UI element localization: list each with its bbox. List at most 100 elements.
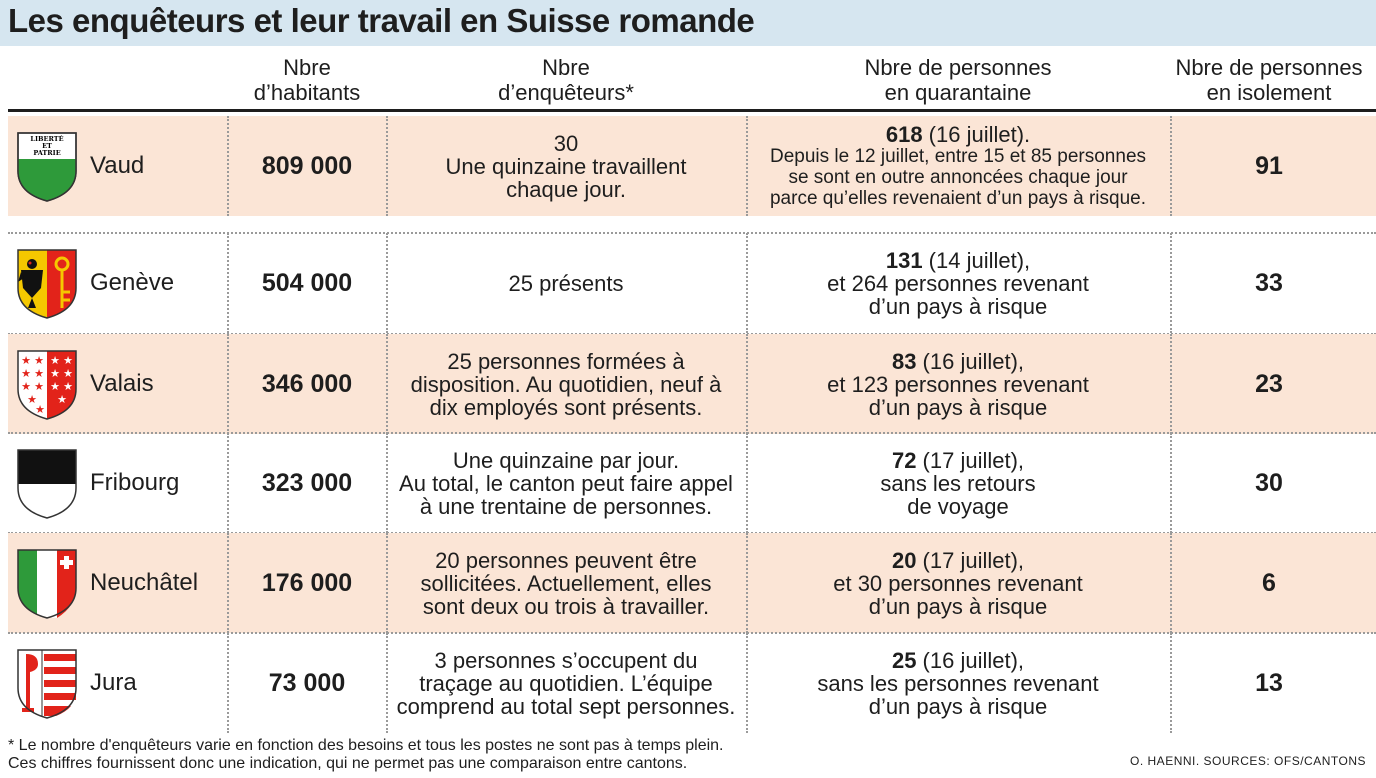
enqueteurs-line: traçage au quotidien. L’équipe [419, 670, 713, 696]
enqueteurs-cell: 3 personnes s’occupent du traçage au quot… [386, 633, 746, 733]
svg-text:★: ★ [27, 393, 37, 406]
habitants-value: 73 000 [268, 668, 346, 697]
enqueteurs-line: dix employés sont présents. [429, 394, 703, 420]
habitants-value: 504 000 [261, 268, 353, 297]
enqueteurs-line: sollicitées. Actuellement, elles [420, 570, 712, 596]
quarantaine-cell: 25 (16 juillet), sans les personnes reven… [746, 633, 1170, 733]
enqueteurs-cell: 20 personnes peuvent être sollicitées. Ac… [386, 533, 746, 633]
svg-text:★: ★ [63, 380, 73, 393]
enqueteurs-line: Au total, le canton peut faire appel [399, 470, 733, 496]
quarantaine-date: (16 juillet), [916, 647, 1025, 673]
quarantaine-detail: d’un pays à risque [868, 693, 1048, 719]
isolement-value: 23 [1255, 369, 1283, 398]
quarantaine-detail: Depuis le 12 juillet, entre 15 et 85 per… [769, 146, 1147, 167]
header-quarantaine: Nbre de personnes en quarantaine [864, 55, 1052, 105]
svg-text:★: ★ [34, 354, 44, 367]
neuchatel-coat-of-arms-icon [17, 549, 77, 619]
canton-name: Vaud [90, 152, 145, 179]
table-row: Neuchâtel 176 000 20 personnes peuvent ê… [8, 533, 1376, 633]
quarantaine-detail: se sont en outre annoncées chaque jour [788, 167, 1128, 188]
quarantaine-detail: d’un pays à risque [868, 394, 1048, 420]
vaud-motto-line: ET [42, 142, 52, 150]
source-credit: O. HAENNI. SOURCES: OFS/CANTONS [1130, 754, 1366, 768]
svg-text:★: ★ [63, 354, 73, 367]
svg-text:★: ★ [50, 367, 60, 380]
header-enqueteurs: Nbre d’enquêteurs* [498, 55, 634, 105]
quarantaine-cell: 83 (16 juillet), et 123 personnes revenan… [746, 334, 1170, 434]
quarantaine-cell: 20 (17 juillet), et 30 personnes revenant… [746, 533, 1170, 633]
enqueteurs-cell: 30 Une quinzaine travaillent chaque jour. [386, 116, 746, 216]
quarantaine-date: (17 juillet), [916, 547, 1025, 573]
quarantaine-cell: 618 (16 juillet). Depuis le 12 juillet, … [746, 116, 1170, 216]
enqueteurs-cell: Une quinzaine par jour. Au total, le cant… [386, 433, 746, 533]
quarantaine-detail: sans les retours [880, 470, 1036, 496]
footnote: * Le nombre d'enquêteurs varie en foncti… [8, 737, 724, 772]
table-row: Fribourg 323 000 Une quinzaine par jour.… [8, 433, 1376, 533]
quarantaine-detail: et 264 personnes revenant [827, 270, 1089, 296]
quarantaine-detail: et 123 personnes revenant [827, 371, 1089, 397]
quarantaine-date: (16 juillet), [916, 348, 1025, 374]
header-isolement: Nbre de personnes en isolement [1175, 55, 1363, 105]
vaud-coat-of-arms-icon: LIBERTÉ ET PATRIE [17, 132, 77, 202]
header-habitants: Nbre d’habitants [253, 55, 361, 105]
table-row: Genève 504 000 25 présents 131 (14 juill… [8, 233, 1376, 333]
quarantaine-cell: 72 (17 juillet), sans les retours de voyag… [746, 433, 1170, 533]
enqueteurs-cell: 25 présents [386, 233, 746, 333]
quarantaine-detail: de voyage [907, 493, 1009, 519]
svg-text:★: ★ [34, 367, 44, 380]
quarantaine-count: 83 [891, 348, 917, 374]
isolement-value: 6 [1262, 568, 1276, 597]
svg-text:★: ★ [34, 380, 44, 393]
quarantaine-count: 20 [891, 547, 917, 573]
svg-text:★: ★ [63, 367, 73, 380]
isolement-value: 91 [1255, 151, 1283, 180]
table-row: Jura 73 000 3 personnes s’occupent du tra… [8, 633, 1376, 733]
quarantaine-detail: sans les personnes revenant [817, 670, 1099, 696]
isolement-value: 30 [1255, 468, 1283, 497]
enqueteurs-cell: 25 personnes formées à disposition. Au qu… [386, 334, 746, 434]
habitants-value: 346 000 [261, 369, 353, 398]
svg-text:★: ★ [21, 367, 31, 380]
quarantaine-detail: d’un pays à risque [868, 293, 1048, 319]
canton-name: Genève [90, 269, 175, 296]
jura-coat-of-arms-icon [17, 649, 77, 719]
svg-text:★: ★ [35, 403, 45, 416]
table-row: ★ ★ ★ ★ ★ ★ ★ ★ ★ ★ ★ ★ ★ ★ ★ Valais 346 000 25… [8, 334, 1376, 434]
page-title: Les enquêteurs et leur travail en Suisse… [8, 2, 755, 39]
enqueteurs-line: 25 personnes formées à [447, 348, 685, 374]
enqueteurs-line: à une trentaine de personnes. [419, 493, 713, 519]
habitants-value: 323 000 [261, 468, 353, 497]
svg-text:★: ★ [50, 354, 60, 367]
canton-name: Neuchâtel [90, 569, 199, 596]
enqueteurs-line: 25 présents [508, 270, 624, 296]
header-rule [8, 109, 1376, 112]
quarantaine-date: (14 juillet), [922, 247, 1031, 273]
habitants-value: 809 000 [261, 151, 353, 180]
enqueteurs-line: Une quinzaine travaillent [445, 153, 687, 179]
table-row: LIBERTÉ ET PATRIE Vaud 809 000 30 Une qui… [8, 116, 1376, 216]
quarantaine-cell: 131 (14 juillet), et 264 personnes revena… [746, 233, 1170, 333]
enqueteurs-line: chaque jour. [506, 176, 626, 202]
svg-text:★: ★ [21, 354, 31, 367]
quarantaine-detail: parce qu’elles revenaient d’un pays à ri… [769, 188, 1146, 209]
geneva-coat-of-arms-icon [17, 249, 77, 319]
svg-text:★: ★ [57, 393, 67, 406]
quarantaine-date: (17 juillet), [916, 447, 1025, 473]
quarantaine-count: 131 [885, 247, 923, 273]
isolement-value: 13 [1255, 668, 1283, 697]
quarantaine-date: (16 juillet). [922, 122, 1031, 147]
quarantaine-detail: et 30 personnes revenant [833, 570, 1083, 596]
svg-text:★: ★ [21, 380, 31, 393]
enqueteurs-line: disposition. Au quotidien, neuf à [410, 371, 722, 397]
enqueteurs-line: 3 personnes s’occupent du [434, 647, 698, 673]
canton-name: Valais [90, 370, 154, 397]
enqueteurs-line: Une quinzaine par jour. [452, 447, 680, 473]
enqueteurs-line: 30 [553, 130, 579, 156]
canton-name: Fribourg [90, 469, 180, 496]
svg-text:★: ★ [50, 380, 60, 393]
quarantaine-count: 618 [885, 122, 923, 147]
habitants-value: 176 000 [261, 568, 353, 597]
vaud-motto-line: PATRIE [33, 149, 60, 157]
enqueteurs-line: comprend au total sept personnes. [396, 693, 736, 719]
quarantaine-count: 25 [891, 647, 917, 673]
